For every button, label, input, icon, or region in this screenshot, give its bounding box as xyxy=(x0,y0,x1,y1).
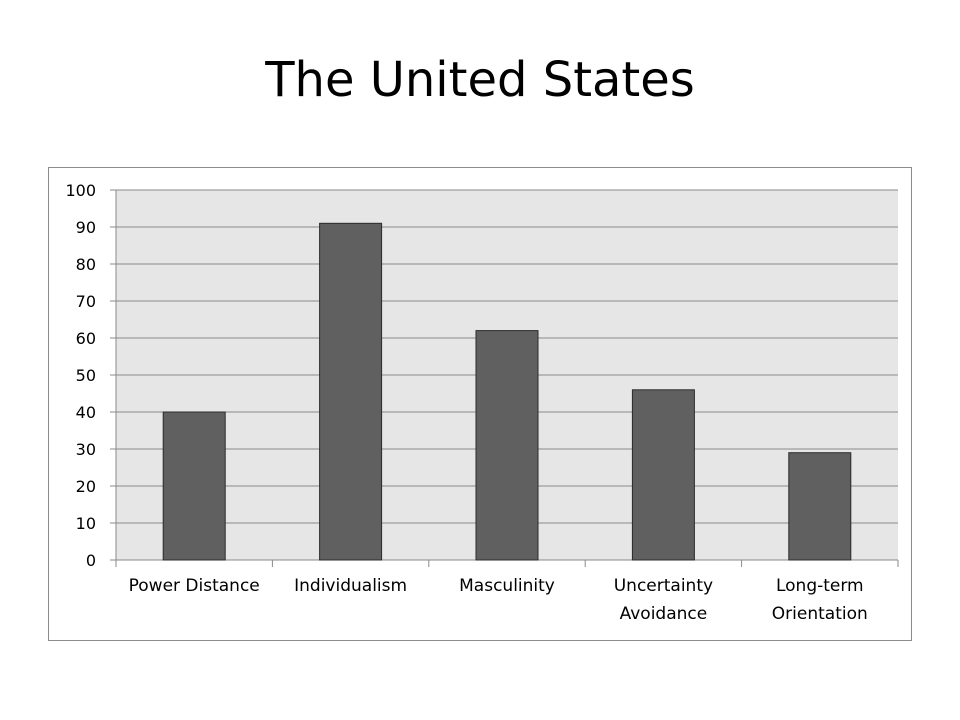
x-category-label-1: Individualism xyxy=(294,576,407,596)
y-tick-label-3: 30 xyxy=(76,440,96,459)
y-tick-label-0: 0 xyxy=(86,551,96,570)
bar-3 xyxy=(631,389,695,561)
y-tick-label-10: 100 xyxy=(65,181,96,200)
x-category-label-3: Uncertainty Avoidance xyxy=(614,576,713,624)
y-tick-label-5: 50 xyxy=(76,366,96,385)
y-tick-label-1: 10 xyxy=(76,514,96,533)
bar-4 xyxy=(788,452,852,561)
slide-title: The United States xyxy=(265,52,695,108)
x-category-label-2: Masculinity xyxy=(459,576,555,596)
y-tick-label-4: 40 xyxy=(76,403,96,422)
y-tick-label-9: 90 xyxy=(76,218,96,237)
y-tick-label-2: 20 xyxy=(76,477,96,496)
bar-chart: 0 10 20 30 40 50 60 70 80 90 100 Power Distance Indi… xyxy=(65,181,899,624)
chart-frame: 0 10 20 30 40 50 60 70 80 90 100 Power Distance Indi… xyxy=(48,167,912,641)
bar-1 xyxy=(319,222,383,561)
y-tick-label-8: 80 xyxy=(76,255,96,274)
y-tick-label-6: 60 xyxy=(76,329,96,348)
bar-2 xyxy=(475,330,539,561)
bar-0 xyxy=(162,411,226,561)
x-category-label-4: Long-term Orientation xyxy=(772,576,868,624)
y-tick-label-7: 70 xyxy=(76,292,96,311)
x-category-label-0: Power Distance xyxy=(129,576,260,596)
